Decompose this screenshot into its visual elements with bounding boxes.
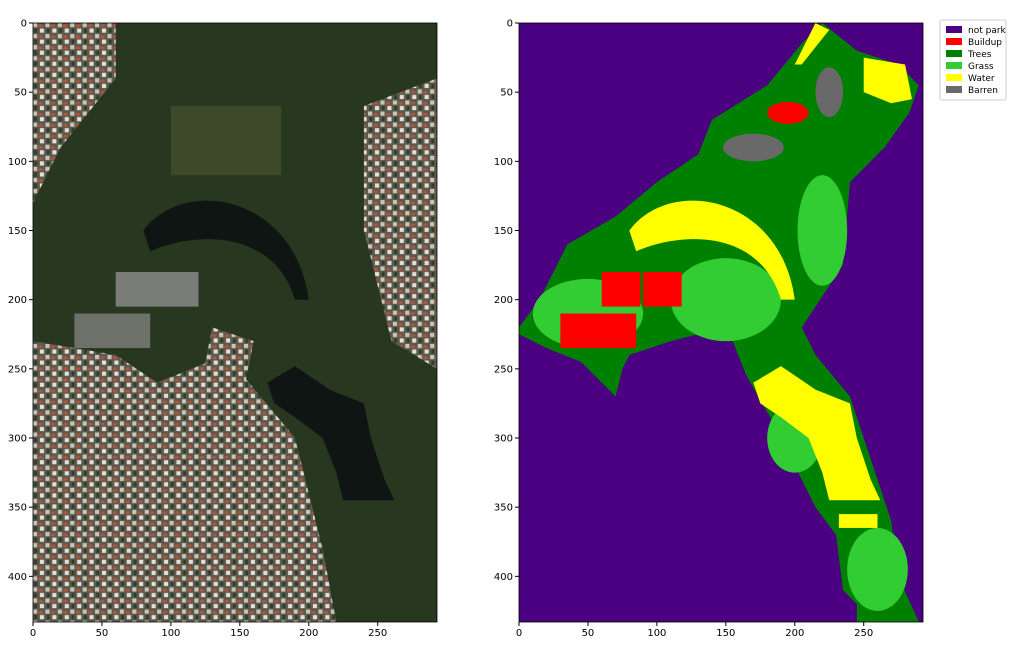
x-tick-label: 200 xyxy=(299,628,318,639)
legend-swatch xyxy=(946,50,962,57)
x-tick-label: 50 xyxy=(582,628,595,639)
legend-label: Water xyxy=(968,74,995,84)
legend-swatch xyxy=(946,74,962,81)
y-tick-label: 300 xyxy=(8,434,27,445)
y-tick-label: 100 xyxy=(494,157,513,168)
y-tick-label: 50 xyxy=(14,88,27,99)
y-tick-label: 150 xyxy=(494,226,513,237)
x-tick-label: 150 xyxy=(230,628,249,639)
x-tick-label: 0 xyxy=(516,628,522,639)
classification-map xyxy=(519,23,923,622)
y-tick-label: 100 xyxy=(8,157,27,168)
x-tick-label: 250 xyxy=(854,628,873,639)
legend-swatch xyxy=(946,26,962,33)
x-tick-label: 250 xyxy=(368,628,387,639)
legend-swatch xyxy=(946,86,962,93)
y-tick-label: 50 xyxy=(500,88,513,99)
x-tick-label: 200 xyxy=(785,628,804,639)
y-tick-label: 400 xyxy=(8,572,27,583)
y-tick-label: 200 xyxy=(8,295,27,306)
legend-label: not park xyxy=(968,26,1007,36)
axes-frame xyxy=(32,22,438,623)
legend-label: Barren xyxy=(968,86,998,96)
legend-label: Grass xyxy=(968,62,994,72)
x-tick-label: 50 xyxy=(96,628,109,639)
y-tick-label: 300 xyxy=(494,434,513,445)
y-tick-label: 0 xyxy=(507,19,513,30)
y-tick-label: 200 xyxy=(494,295,513,306)
x-tick-label: 0 xyxy=(30,628,36,639)
legend-label: Trees xyxy=(967,50,992,60)
legend-swatch xyxy=(946,62,962,69)
y-tick-label: 350 xyxy=(494,503,513,514)
x-tick-label: 100 xyxy=(647,628,666,639)
y-tick-label: 250 xyxy=(8,364,27,375)
legend-label: Buildup xyxy=(968,38,1002,48)
x-tick-label: 100 xyxy=(161,628,180,639)
satellite-image xyxy=(33,23,437,622)
y-tick-label: 0 xyxy=(21,19,27,30)
y-tick-label: 350 xyxy=(8,503,27,514)
y-tick-label: 150 xyxy=(8,226,27,237)
y-tick-label: 250 xyxy=(494,364,513,375)
y-tick-label: 400 xyxy=(494,572,513,583)
legend-swatch xyxy=(946,38,962,45)
x-tick-label: 150 xyxy=(716,628,735,639)
axes-frame xyxy=(518,22,924,623)
